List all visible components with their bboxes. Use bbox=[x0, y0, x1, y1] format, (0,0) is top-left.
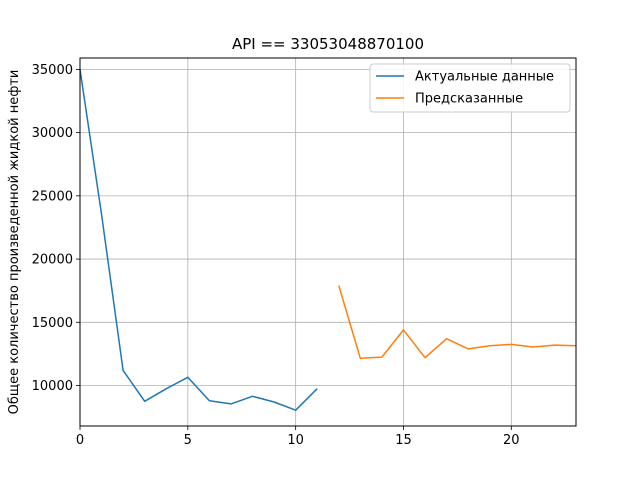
axes-frame bbox=[79, 57, 577, 427]
x-tick-label: 20 bbox=[503, 433, 520, 448]
legend-label: Актуальные данные bbox=[415, 70, 554, 85]
x-tick-label: 5 bbox=[184, 433, 192, 448]
legend-label: Предсказанные bbox=[415, 92, 523, 107]
legend-box bbox=[369, 63, 571, 113]
grid-lines bbox=[79, 58, 576, 426]
x-axis: 0 5 10 15 20 bbox=[76, 426, 520, 448]
y-tick-label: 25000 bbox=[32, 189, 73, 204]
chart-title: API == 33053048870100 bbox=[232, 35, 424, 53]
x-tick-label: 10 bbox=[287, 433, 304, 448]
y-tick-label: 10000 bbox=[32, 379, 73, 394]
y-axis-label: Общее количество произведенной жидкой не… bbox=[7, 70, 22, 415]
y-tick-label: 20000 bbox=[32, 253, 73, 268]
x-tick-label: 0 bbox=[76, 433, 84, 448]
y-tick-label: 15000 bbox=[32, 316, 73, 331]
y-tick-label: 35000 bbox=[32, 63, 73, 78]
series-layer bbox=[79, 69, 577, 411]
y-axis: 10000 15000 20000 25000 30000 35000 bbox=[32, 63, 80, 394]
series-line-1 bbox=[79, 69, 318, 411]
series-line-2 bbox=[338, 285, 577, 360]
legend: Актуальные данные Предсказанные bbox=[369, 63, 571, 113]
x-tick-label: 15 bbox=[395, 433, 412, 448]
y-tick-label: 30000 bbox=[32, 126, 73, 141]
